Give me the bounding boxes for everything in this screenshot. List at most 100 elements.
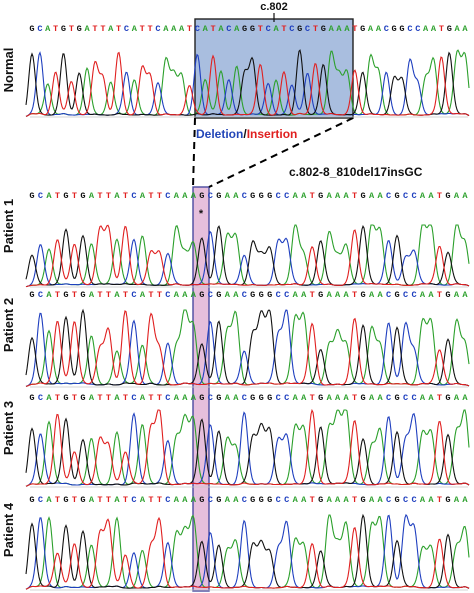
base-letter: T (97, 290, 102, 300)
base-letter: C (131, 495, 136, 505)
base-letter: C (208, 290, 213, 300)
base-letter: G (267, 191, 272, 201)
base-letter: G (395, 495, 400, 505)
base-letter: T (157, 290, 162, 300)
base-letter: A (182, 191, 188, 201)
base-letter: T (123, 290, 128, 300)
base-letter: T (123, 191, 128, 201)
base-letter: G (63, 495, 68, 505)
base-letter: T (258, 24, 263, 34)
base-letter: T (53, 24, 58, 34)
base-letter: C (403, 191, 408, 201)
base-letter: A (114, 393, 120, 403)
base-letter: C (242, 393, 247, 403)
base-letter: C (242, 191, 247, 201)
trace-A (25, 514, 470, 590)
base-letter: T (148, 24, 153, 34)
track: Patient 3G C A T G T G A T T A T C A T T C A A A G C G A A C G G G C C… (1, 393, 470, 488)
base-letter: T (157, 393, 162, 403)
base-letter: G (250, 24, 255, 34)
base-letter: G (63, 191, 68, 201)
base-letter: T (310, 393, 315, 403)
base-letter: G (199, 393, 204, 403)
base-letter: C (403, 393, 408, 403)
base-letter: T (439, 24, 444, 34)
base-letter: A (420, 191, 426, 201)
base-letter: A (369, 290, 375, 300)
base-letter: A (293, 393, 299, 403)
trace-T (25, 408, 470, 487)
base-letter: A (233, 393, 239, 403)
base-letter: C (403, 495, 408, 505)
base-letter: C (284, 290, 289, 300)
base-letter: G (199, 191, 204, 201)
base-letter: T (148, 495, 153, 505)
base-letter: A (45, 24, 51, 34)
base-letter: C (195, 24, 200, 34)
base-letter: G (445, 495, 450, 505)
base-letter: A (89, 393, 95, 403)
base-letter: A (301, 290, 307, 300)
base-letter: G (77, 24, 82, 34)
base-letter: A (225, 191, 231, 201)
base-letter: A (454, 191, 460, 201)
base-letter: G (399, 24, 404, 34)
slash-char: / (243, 127, 247, 141)
track-label: Patient 2 (1, 298, 16, 352)
base-letter: C (38, 495, 43, 505)
base-letter: G (361, 191, 366, 201)
base-letter: T (437, 191, 442, 201)
base-letter: A (455, 24, 461, 34)
base-letter: A (335, 191, 341, 201)
base-letter: G (250, 191, 255, 201)
base-letter: C (289, 24, 294, 34)
base-letter: A (378, 290, 384, 300)
deletion-region-box (194, 18, 354, 119)
base-letter: T (55, 393, 60, 403)
base-letter: C (37, 24, 42, 34)
base-letter: T (55, 290, 60, 300)
base-letter: T (97, 191, 102, 201)
base-letter: G (318, 495, 323, 505)
base-letter: G (395, 290, 400, 300)
trace-T (25, 310, 470, 387)
base-letter: T (187, 24, 192, 34)
base-letter: A (234, 24, 240, 34)
base-letter: G (395, 191, 400, 201)
base-letter: T (352, 495, 357, 505)
base-letter: A (140, 191, 146, 201)
position-label: c.802 (260, 1, 288, 13)
connector-right (208, 117, 354, 188)
base-letter: A (182, 393, 188, 403)
base-letter: G (80, 495, 85, 505)
base-letter: T (106, 393, 111, 403)
base-letter: G (250, 290, 255, 300)
base-letter: A (46, 191, 52, 201)
trace-C (25, 309, 470, 387)
base-letter: A (423, 24, 429, 34)
base-letter: A (203, 24, 209, 34)
mutation-label: c.802-8_810del17insGC (289, 165, 423, 179)
base-letter: C (131, 393, 136, 403)
track: Patient 4G C A T G T G A T T A T C A T T C A A A G C G A A C G G G C C… (1, 495, 470, 591)
base-letter: G (361, 495, 366, 505)
base-letter: G (297, 24, 302, 34)
base-letter: A (335, 495, 341, 505)
base-letter: G (29, 191, 34, 201)
base-letter: A (140, 393, 146, 403)
base-letter: T (352, 393, 357, 403)
base-letter: A (344, 191, 350, 201)
base-letter: T (69, 24, 74, 34)
base-letter: A (369, 191, 375, 201)
star-marker: * (199, 208, 204, 220)
base-letter: T (211, 24, 216, 34)
base-letter: A (293, 290, 299, 300)
base-letter: A (462, 495, 468, 505)
base-letter: G (29, 495, 34, 505)
base-letter: G (199, 290, 204, 300)
base-letter: G (259, 290, 264, 300)
base-letter: A (108, 24, 114, 34)
base-letter: G (360, 24, 365, 34)
base-letter: C (242, 290, 247, 300)
